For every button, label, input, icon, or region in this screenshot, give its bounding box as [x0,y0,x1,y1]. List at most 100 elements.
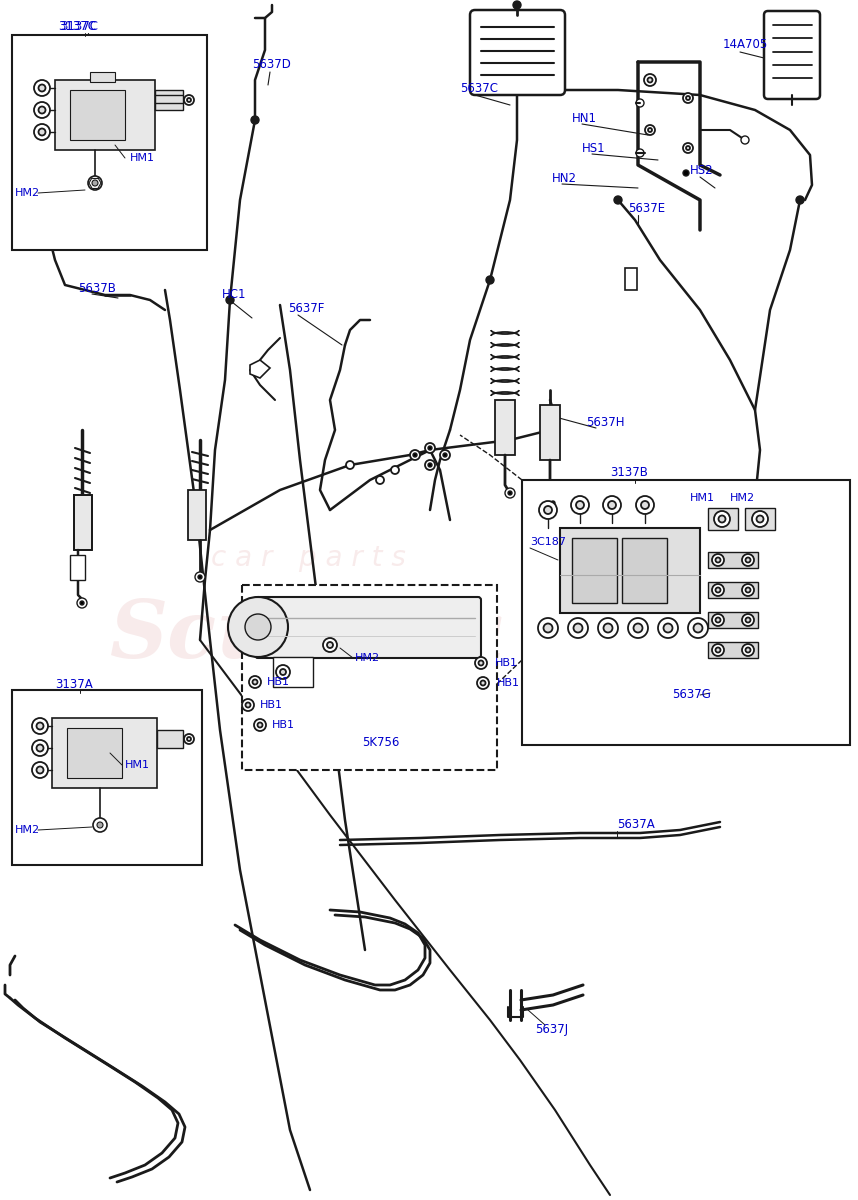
Circle shape [34,124,50,140]
Circle shape [683,170,689,176]
Bar [70,90,125,140]
Circle shape [187,98,191,102]
Bar [55,80,155,150]
Circle shape [658,618,678,638]
Circle shape [184,734,194,744]
Text: HM1: HM1 [130,152,155,163]
Text: 5637E: 5637E [628,202,665,215]
Bar [522,480,850,745]
Circle shape [603,496,621,514]
Text: HN1: HN1 [572,112,597,125]
Bar [669,641,704,676]
Circle shape [636,98,644,107]
Circle shape [254,719,266,731]
Circle shape [544,506,552,514]
Bar [242,584,497,770]
Bar [601,641,635,676]
Text: HN2: HN2 [552,172,577,185]
Text: 3137C: 3137C [58,19,96,32]
Bar [12,35,207,250]
Text: 5637B: 5637B [78,282,116,294]
Bar [273,658,313,686]
Text: 5K756: 5K756 [362,736,399,749]
Text: c a r   p a r t s: c a r p a r t s [211,544,407,572]
Text: Scuderia: Scuderia [110,598,508,674]
Text: 3137B: 3137B [610,467,648,480]
Circle shape [39,107,45,114]
Circle shape [716,588,721,593]
Bar [572,538,617,602]
Bar [669,572,704,607]
Circle shape [77,598,87,608]
Circle shape [505,488,515,498]
Circle shape [648,128,652,132]
Bar [532,504,566,539]
Circle shape [376,476,384,484]
Circle shape [712,584,724,596]
Circle shape [37,722,44,730]
Circle shape [280,670,286,674]
Bar [708,582,758,598]
Circle shape [37,744,44,751]
Circle shape [391,466,399,474]
Bar [669,709,704,744]
Circle shape [479,660,484,666]
Circle shape [486,276,494,284]
Bar [708,612,758,628]
Text: HB1: HB1 [495,658,518,668]
Circle shape [683,143,693,152]
Text: 5637F: 5637F [288,301,324,314]
Circle shape [226,296,234,304]
Circle shape [346,461,354,469]
Circle shape [80,601,84,605]
Bar [74,494,92,550]
Text: 3C187: 3C187 [530,538,566,547]
Circle shape [198,575,202,578]
Bar [566,539,601,572]
Circle shape [608,502,616,509]
Circle shape [480,680,486,685]
Bar [157,730,183,748]
Text: HM2: HM2 [15,188,40,198]
Circle shape [712,644,724,656]
Circle shape [538,618,558,638]
Circle shape [648,78,652,83]
Circle shape [477,677,489,689]
Circle shape [252,679,257,684]
Circle shape [551,502,555,505]
Bar [601,709,635,744]
FancyBboxPatch shape [255,596,481,658]
Bar [738,572,772,607]
Circle shape [568,618,588,638]
Circle shape [714,511,730,527]
Circle shape [539,502,557,518]
Text: HS1: HS1 [582,142,606,155]
Circle shape [716,618,721,623]
Circle shape [242,698,254,710]
Bar [622,538,667,602]
Bar [52,718,157,788]
Circle shape [187,737,191,740]
Bar [738,709,772,744]
Circle shape [757,516,764,522]
Circle shape [716,558,721,563]
Circle shape [88,176,102,190]
Circle shape [746,618,751,623]
Circle shape [686,146,690,150]
Text: HM1: HM1 [690,493,715,503]
Circle shape [746,588,751,593]
Circle shape [712,614,724,626]
Circle shape [746,558,751,563]
Circle shape [195,572,205,582]
Bar [566,607,601,641]
Text: 5637D: 5637D [252,59,291,72]
Circle shape [39,84,45,91]
Circle shape [571,496,589,514]
Text: 5637G: 5637G [672,689,711,702]
Text: 3137A: 3137A [55,678,93,691]
Circle shape [251,116,259,124]
Circle shape [92,180,98,186]
Circle shape [276,665,290,679]
Circle shape [796,196,804,204]
Circle shape [245,702,251,708]
